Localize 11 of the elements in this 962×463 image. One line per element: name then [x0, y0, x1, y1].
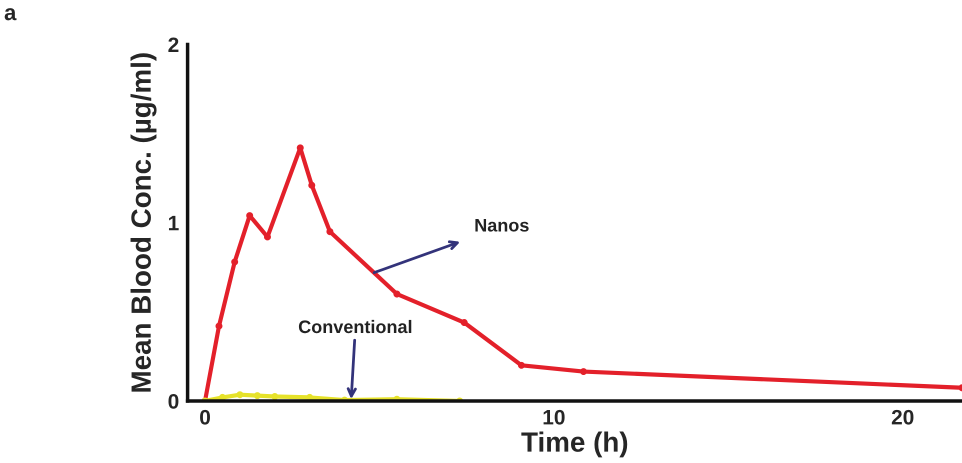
y-axis-title: Mean Blood Conc. (µg/ml): [130, 53, 157, 392]
annotation: Conventional: [298, 320, 412, 334]
text: a: [4, 8, 16, 20]
x-tick-label: 0: [200, 410, 210, 425]
y-tick-label: 2: [168, 37, 178, 52]
y-tick-label: 1: [168, 216, 179, 230]
x-tick-label: 20: [892, 410, 914, 425]
x-tick-label: 10: [544, 410, 565, 425]
x-axis-title: Time (h): [521, 431, 628, 458]
annotation: Nanos: [475, 219, 529, 232]
y-tick-label: 0: [168, 394, 178, 409]
